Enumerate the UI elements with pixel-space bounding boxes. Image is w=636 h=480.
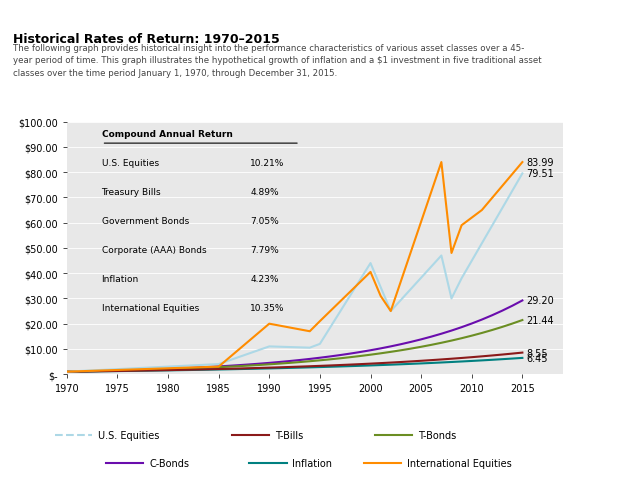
Text: The following graph provides historical insight into the performance characteris: The following graph provides historical … — [13, 44, 541, 77]
Text: Treasury Bills: Treasury Bills — [102, 188, 161, 197]
Text: 8.55: 8.55 — [527, 348, 548, 358]
Text: 4.89%: 4.89% — [251, 188, 279, 197]
Text: U.S. Equities: U.S. Equities — [102, 159, 158, 168]
Text: U.S. Equities: U.S. Equities — [98, 431, 159, 441]
Text: Corporate (AAA) Bonds: Corporate (AAA) Bonds — [102, 246, 206, 255]
Text: C-Bonds: C-Bonds — [149, 458, 189, 468]
Text: 79.51: 79.51 — [527, 169, 554, 179]
Text: Figure 7.2: Figure 7.2 — [8, 6, 71, 16]
Text: International Equities: International Equities — [407, 458, 511, 468]
Text: 10.21%: 10.21% — [251, 159, 285, 168]
Text: 29.20: 29.20 — [527, 296, 554, 306]
Text: Inflation: Inflation — [102, 275, 139, 284]
Text: 10.35%: 10.35% — [251, 304, 285, 313]
Text: 21.44: 21.44 — [527, 315, 554, 325]
Text: 7.05%: 7.05% — [251, 217, 279, 226]
Text: T-Bonds: T-Bonds — [418, 431, 457, 441]
Text: Inflation: Inflation — [293, 458, 332, 468]
Text: Compound Annual Return: Compound Annual Return — [102, 130, 232, 139]
Text: 6.45: 6.45 — [527, 353, 548, 363]
Text: T-Bills: T-Bills — [275, 431, 303, 441]
Text: Government Bonds: Government Bonds — [102, 217, 189, 226]
Text: International Equities: International Equities — [102, 304, 199, 313]
Text: 4.23%: 4.23% — [251, 275, 279, 284]
Text: 7.79%: 7.79% — [251, 246, 279, 255]
Text: Historical Rates of Return: 1970–2015: Historical Rates of Return: 1970–2015 — [13, 33, 279, 46]
Text: 83.99: 83.99 — [527, 158, 554, 168]
